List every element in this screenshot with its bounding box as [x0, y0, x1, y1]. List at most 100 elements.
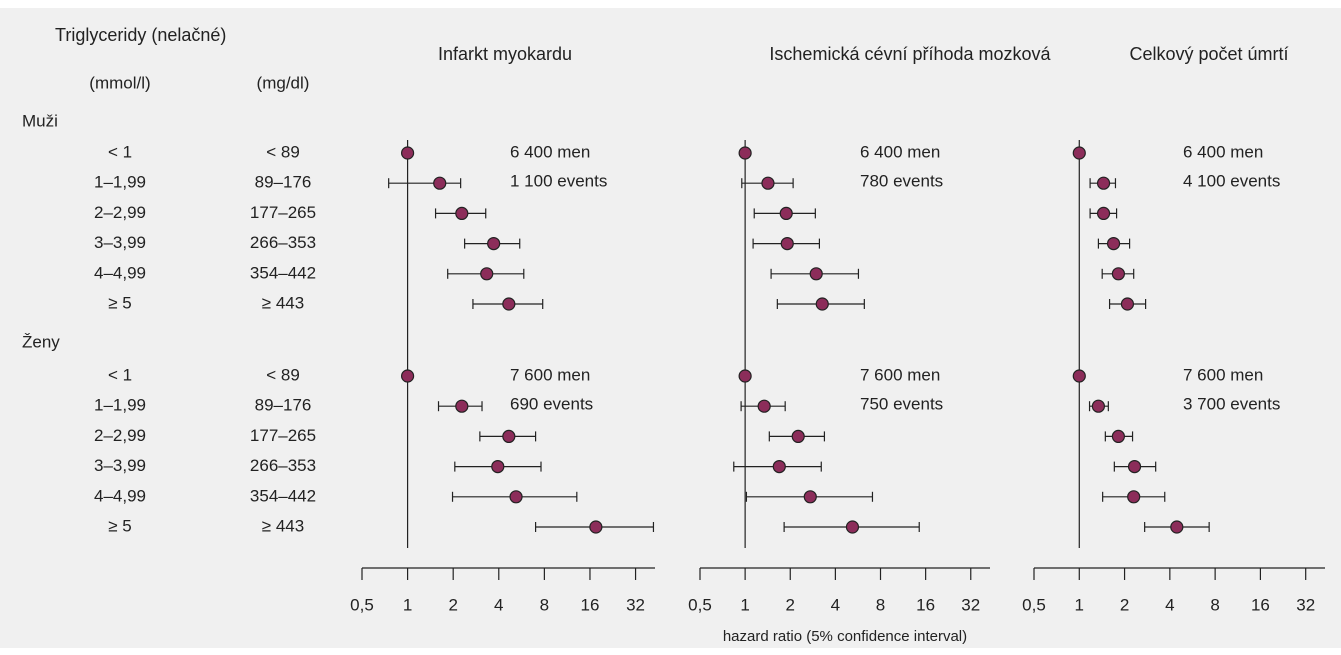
- row-label: 266–353: [250, 233, 316, 252]
- row-label: 1–1,99: [94, 396, 146, 415]
- point: [1127, 460, 1142, 474]
- x-tick-label: 4: [1165, 595, 1174, 614]
- row-label: 3–3,99: [94, 233, 146, 252]
- x-tick-label: 0,5: [350, 595, 374, 614]
- point: [815, 297, 829, 311]
- background: [0, 8, 1341, 648]
- x-tick-label: 0,5: [1022, 595, 1046, 614]
- point: [803, 490, 817, 504]
- x-tick-label: 4: [494, 595, 503, 614]
- group-label: Muži: [22, 111, 58, 130]
- point: [1120, 297, 1135, 311]
- x-tick-label: 16: [1251, 595, 1270, 614]
- row-label: < 89: [266, 365, 300, 384]
- x-tick-label: 1: [403, 595, 412, 614]
- panel-title: Ischemická cévní příhoda mozková: [769, 44, 1051, 64]
- point: [791, 429, 805, 443]
- point: [502, 297, 516, 311]
- row-label: 4–4,99: [94, 486, 146, 505]
- point: [1072, 146, 1086, 160]
- point: [809, 267, 823, 281]
- x-axis-label: hazard ratio (5% confidence interval): [723, 628, 967, 645]
- annotation: 690 events: [510, 394, 593, 413]
- x-tick-label: 8: [540, 595, 549, 614]
- x-tick-label: 1: [740, 595, 749, 614]
- annotation: 6 400 men: [510, 142, 590, 161]
- annotation: 4 100 events: [1183, 171, 1280, 190]
- row-label: < 1: [108, 365, 132, 384]
- row-label: 354–442: [250, 486, 316, 505]
- point: [1072, 369, 1086, 383]
- row-label: ≥ 443: [262, 516, 304, 535]
- row-label: 177–265: [250, 203, 316, 222]
- row-label: < 1: [108, 142, 132, 161]
- point: [589, 520, 603, 534]
- row-label: 2–2,99: [94, 203, 146, 222]
- point: [1091, 399, 1106, 413]
- point: [1096, 176, 1111, 190]
- unit-label: (mg/dl): [257, 73, 310, 92]
- row-label: 89–176: [255, 173, 312, 192]
- row-label: 2–2,99: [94, 426, 146, 445]
- point: [780, 237, 794, 251]
- row-label: 354–442: [250, 263, 316, 282]
- row-label: 266–353: [250, 456, 316, 475]
- annotation: 6 400 men: [1183, 142, 1263, 161]
- point: [757, 399, 771, 413]
- point: [772, 460, 786, 474]
- x-tick-label: 2: [786, 595, 795, 614]
- row-label: 3–3,99: [94, 456, 146, 475]
- x-tick-label: 32: [961, 595, 980, 614]
- point: [1170, 520, 1184, 534]
- annotation: 7 600 men: [860, 365, 940, 384]
- row-label: ≥ 5: [108, 516, 132, 535]
- point: [502, 429, 516, 443]
- point: [845, 520, 860, 534]
- point: [738, 369, 752, 383]
- point: [1096, 206, 1111, 220]
- x-tick-label: 8: [876, 595, 885, 614]
- row-label: 177–265: [250, 426, 316, 445]
- point: [779, 206, 793, 220]
- point: [455, 206, 469, 220]
- point: [1111, 267, 1126, 281]
- group-label: Ženy: [22, 332, 60, 351]
- unit-label: (mmol/l): [89, 73, 150, 92]
- point: [480, 267, 494, 281]
- point: [455, 399, 469, 413]
- point: [1127, 490, 1141, 504]
- point: [738, 146, 752, 160]
- x-tick-label: 2: [448, 595, 457, 614]
- x-tick-label: 0,5: [688, 595, 712, 614]
- x-tick-label: 2: [1120, 595, 1129, 614]
- row-label: 4–4,99: [94, 263, 146, 282]
- row-header: Triglyceridy (nelačné): [55, 25, 226, 45]
- point: [1111, 429, 1126, 443]
- x-tick-label: 32: [626, 595, 645, 614]
- x-tick-label: 16: [581, 595, 600, 614]
- panel-title: Infarkt myokardu: [438, 44, 572, 64]
- annotation: 780 events: [860, 171, 943, 190]
- x-tick-label: 32: [1296, 595, 1315, 614]
- row-label: < 89: [266, 142, 300, 161]
- annotation: 1 100 events: [510, 171, 607, 190]
- x-tick-label: 1: [1075, 595, 1084, 614]
- x-tick-label: 4: [831, 595, 840, 614]
- point: [761, 176, 775, 190]
- x-tick-label: 16: [916, 595, 935, 614]
- annotation: 7 600 men: [1183, 365, 1263, 384]
- annotation: 3 700 events: [1183, 394, 1280, 413]
- point: [487, 237, 501, 251]
- annotation: 6 400 men: [860, 142, 940, 161]
- x-tick-label: 8: [1210, 595, 1219, 614]
- row-label: 1–1,99: [94, 173, 146, 192]
- point: [433, 176, 447, 190]
- annotation: 7 600 men: [510, 365, 590, 384]
- point: [491, 460, 505, 474]
- point: [1106, 237, 1121, 251]
- annotation: 750 events: [860, 394, 943, 413]
- point: [400, 146, 415, 160]
- row-label: ≥ 443: [262, 293, 304, 312]
- point: [509, 490, 523, 504]
